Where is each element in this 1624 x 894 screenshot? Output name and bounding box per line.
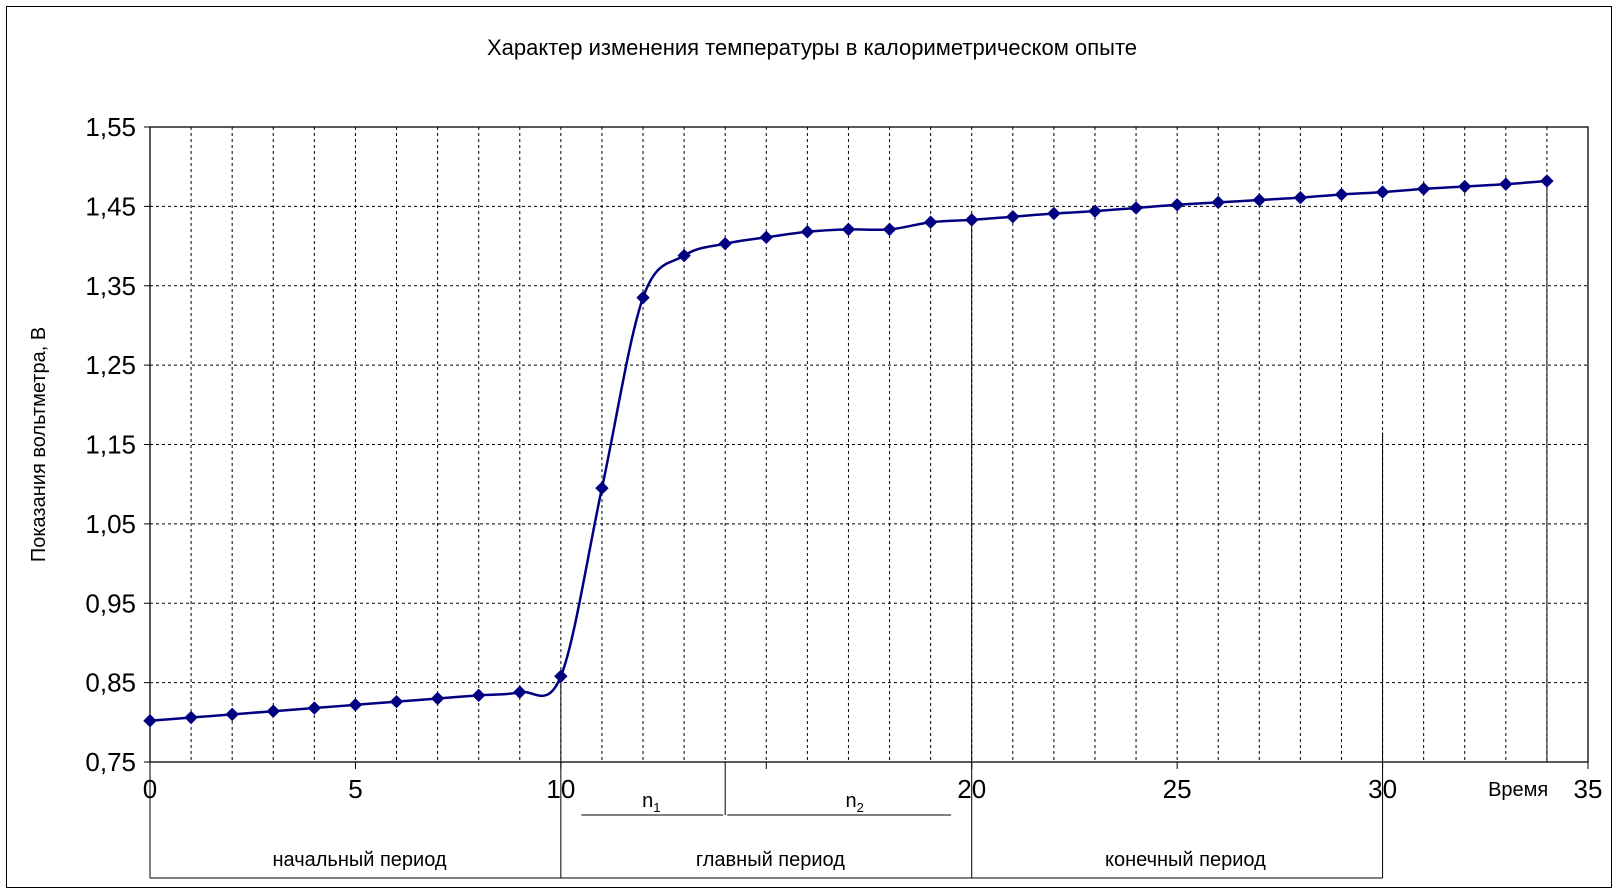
data-point: [430, 691, 445, 706]
data-point: [965, 213, 979, 227]
n2-label: n2: [845, 790, 863, 815]
period-brackets: n1 n2 начальный период главный период конечн…: [150, 790, 1383, 879]
axes: [144, 126, 1589, 769]
x-tick-label: 5: [348, 774, 362, 804]
data-point: [389, 694, 404, 709]
chart-frame: [6, 6, 1612, 888]
y-tick-label: 0,85: [85, 668, 136, 698]
data-point: [1088, 204, 1102, 218]
data-point: [225, 707, 239, 722]
x-tick-label: 0: [143, 774, 157, 804]
data-point: [718, 236, 732, 251]
data-point: [1006, 209, 1020, 224]
y-tick-label: 1,25: [85, 350, 136, 380]
data-point: [1211, 195, 1225, 210]
x-tick-label: 20: [957, 774, 986, 804]
data-point: [1170, 198, 1184, 212]
data-point: [882, 222, 897, 237]
y-tick-label: 1,05: [85, 509, 136, 539]
plot-area: [149, 126, 1589, 763]
data-point: [759, 230, 773, 245]
chart-title: Характер изменения температуры в калорим…: [486, 35, 1138, 60]
data-point: [348, 698, 363, 712]
data-point: [1047, 206, 1061, 221]
data-point: [677, 248, 691, 263]
data-point: [1499, 177, 1513, 191]
series: [143, 174, 1554, 728]
period-label: начальный период: [272, 849, 446, 871]
data-point: [554, 669, 568, 683]
data-point: [1540, 174, 1554, 188]
data-point: [513, 685, 527, 699]
period-label: главный период: [696, 849, 845, 871]
y-tick-label: 1,15: [85, 430, 136, 460]
y-tick-label: 1,55: [85, 112, 136, 142]
data-point: [841, 222, 856, 237]
data-point: [143, 714, 157, 728]
period-label: конечный период: [1105, 849, 1266, 871]
tick-labels: 0,75 0,85 0,95 1,05 1,15 1,25 1,35 1,45 1,55 0 5 10…: [28, 112, 1602, 804]
data-point: [595, 481, 609, 495]
y-tick-label: 1,45: [85, 191, 136, 221]
y-tick-label: 1,35: [85, 271, 136, 301]
data-point: [1334, 187, 1349, 202]
data-point: [923, 215, 938, 229]
y-tick-label: 0,95: [85, 588, 136, 618]
y-axis-label: Показания вольтметра, В: [28, 327, 50, 562]
data-point: [471, 688, 486, 703]
grid: [150, 127, 1588, 762]
data-point: [266, 704, 280, 718]
data-point: [1416, 182, 1431, 196]
data-point: [1458, 179, 1472, 194]
x-axis-label: Время: [1488, 779, 1548, 801]
data-point: [636, 290, 650, 305]
data-point: [1252, 193, 1267, 207]
x-tick-label: 25: [1163, 774, 1192, 804]
data-point: [1129, 201, 1143, 215]
n1-label: n1: [642, 790, 660, 815]
x-tick-label: 10: [546, 774, 575, 804]
data-point: [184, 710, 198, 725]
x-tick-label: 30: [1368, 774, 1397, 804]
data-point: [1375, 185, 1390, 199]
y-tick-label: 0,75: [85, 747, 136, 777]
data-point: [307, 701, 322, 715]
data-point: [1293, 190, 1308, 205]
data-point: [800, 225, 815, 239]
x-tick-label: 35: [1574, 774, 1603, 804]
